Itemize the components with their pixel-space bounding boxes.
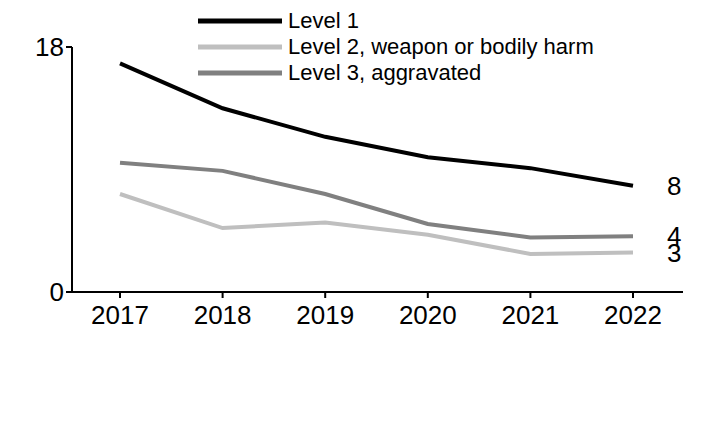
svg-text:8: 8 — [667, 171, 681, 201]
html-text:Level 1: Level 1 — [288, 8, 359, 33]
html-text:Level 3, aggravated: Level 3, aggravated — [288, 60, 482, 85]
svg-text:2017: 2017 — [91, 300, 149, 330]
svg-text:4: 4 — [667, 221, 681, 251]
svg-text:18: 18 — [35, 32, 64, 62]
svg-text:2020: 2020 — [399, 300, 457, 330]
svg-text:2018: 2018 — [194, 300, 252, 330]
svg-text:2022: 2022 — [604, 300, 662, 330]
html-text:Level 2, weapon or bodily harm: Level 2, weapon or bodily harm — [288, 34, 594, 59]
svg-text:2019: 2019 — [296, 300, 354, 330]
svg-text:3: 3 — [667, 237, 682, 268]
svg-text:2021: 2021 — [501, 300, 559, 330]
svg-text:0: 0 — [50, 277, 64, 307]
